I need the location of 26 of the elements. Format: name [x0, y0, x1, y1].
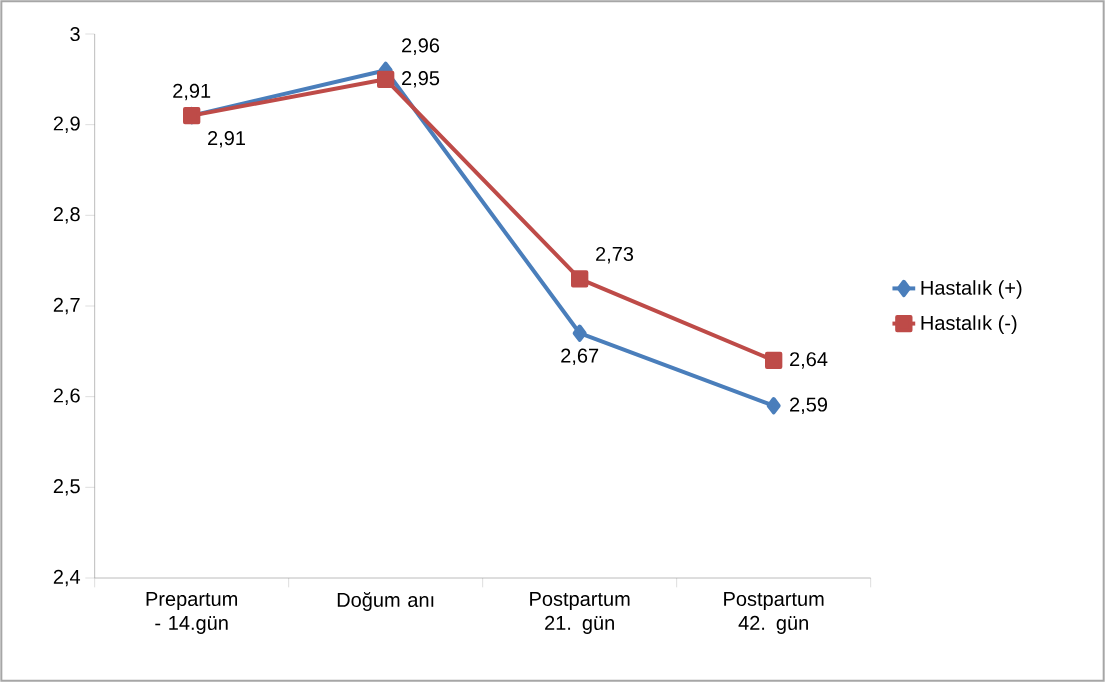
data-label: 2,91: [173, 83, 211, 101]
y-tick-label: 2,7: [53, 297, 80, 315]
y-tick-label: 2,9: [53, 116, 80, 133]
data-label: 2,95: [402, 71, 440, 88]
y-tick-label: 2,6: [53, 388, 80, 405]
data-label: 2,73: [596, 246, 634, 264]
data-label: 2,67: [561, 348, 599, 366]
data-label: 2,59: [790, 397, 828, 414]
y-tick-label: 2,4: [53, 569, 81, 587]
x-tick-label: Doğum anı: [337, 592, 434, 611]
data-label: 2,91: [208, 130, 245, 148]
point: [572, 324, 587, 342]
point: [571, 270, 589, 288]
x-tick-label: Postpartum 42. gün: [724, 592, 824, 634]
y-tick-label: 2,8: [53, 207, 80, 224]
y-tick-label: 2,5: [53, 479, 80, 496]
x-tick-label: Prepartum - 14.gün: [146, 592, 238, 634]
y-tick-label: 3: [70, 26, 80, 42]
legend-label: Hastalık (+): [921, 280, 1022, 299]
point: [377, 70, 395, 88]
x-tick-label: Postpartum 21. gün: [530, 592, 630, 634]
data-label: 2,96: [402, 38, 440, 55]
data-label: 2,64: [790, 352, 828, 369]
point: [765, 351, 783, 370]
legend-label: Hastalık (-): [921, 315, 1017, 334]
point: [766, 397, 781, 415]
